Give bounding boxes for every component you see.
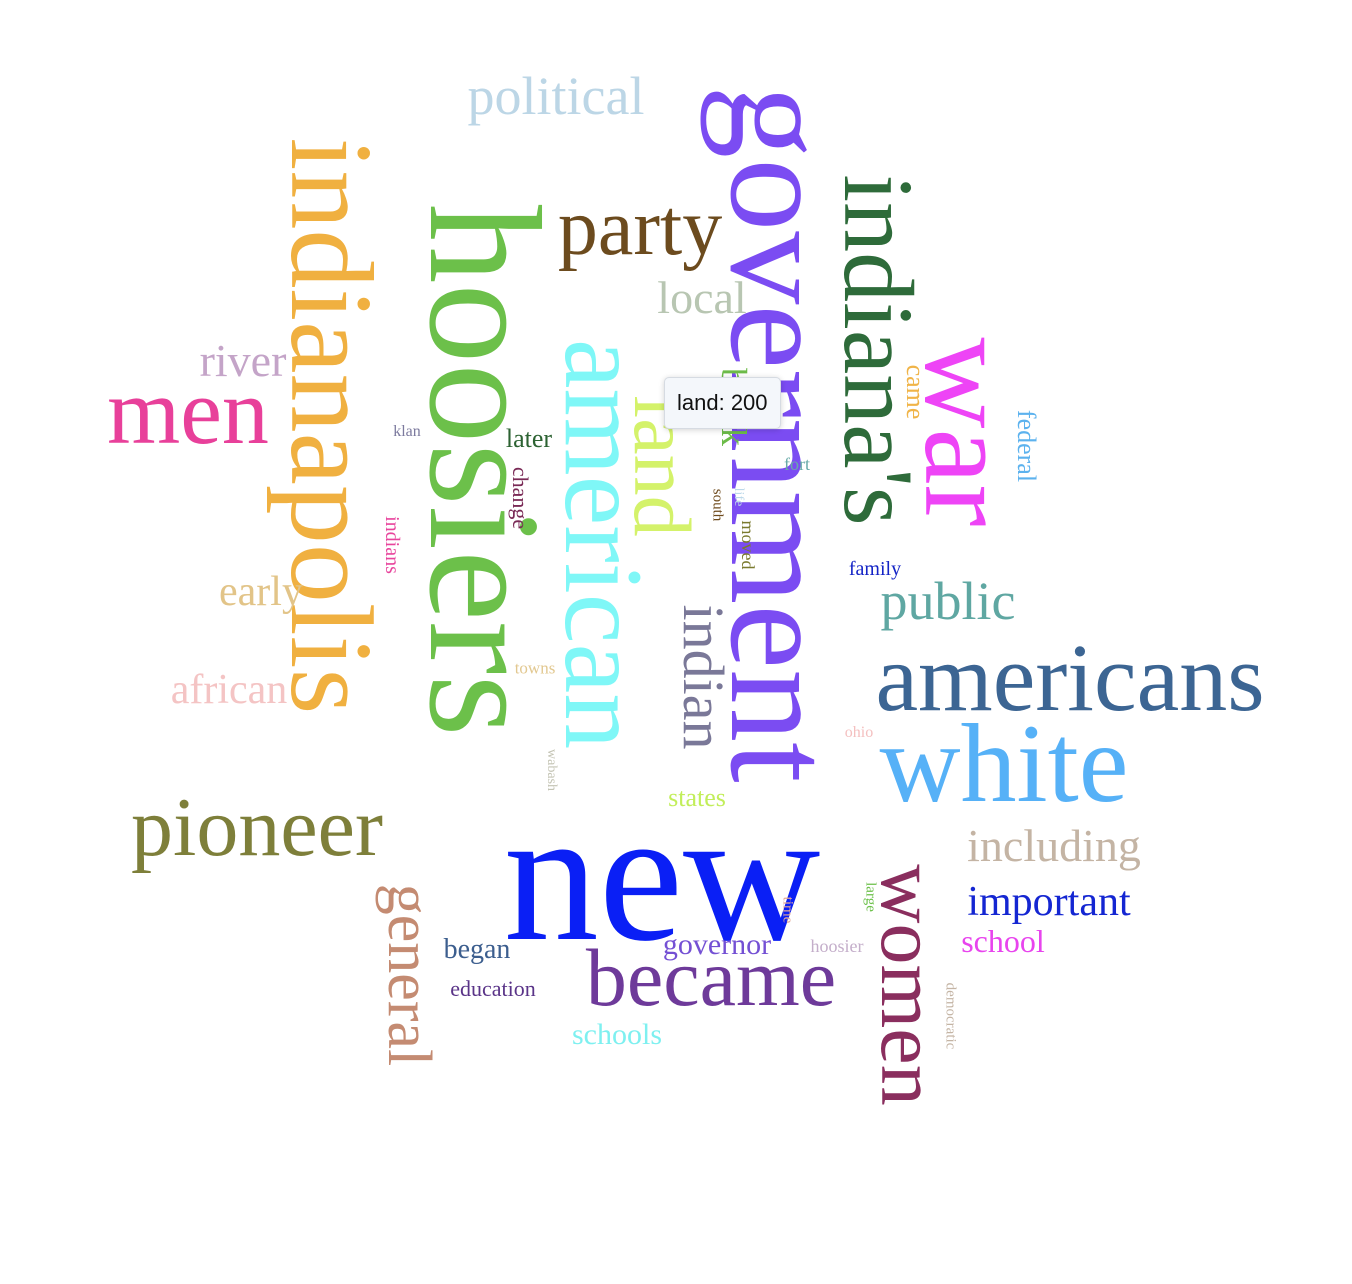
word-political[interactable]: political xyxy=(467,66,645,126)
word-general[interactable]: general xyxy=(375,883,443,1067)
word-party[interactable]: party xyxy=(557,184,723,272)
word-indian[interactable]: indian xyxy=(671,604,736,750)
word-ohio[interactable]: ohio xyxy=(844,724,874,741)
word-indianas[interactable]: indiana's xyxy=(823,174,934,526)
word-became[interactable]: became xyxy=(585,932,837,1023)
word-states[interactable]: states xyxy=(668,783,726,812)
word-important[interactable]: important xyxy=(967,879,1131,925)
word-life[interactable]: life xyxy=(731,487,746,507)
word-tooltip: land: 200 xyxy=(664,377,781,429)
word-time[interactable]: time xyxy=(779,896,796,924)
word-public[interactable]: public xyxy=(880,571,1016,631)
word-wabash[interactable]: wabash xyxy=(544,749,559,791)
word-later[interactable]: later xyxy=(505,424,553,453)
word-hoosier[interactable]: hoosier xyxy=(810,936,864,956)
word-began[interactable]: began xyxy=(443,934,511,965)
word-early[interactable]: early xyxy=(219,569,303,615)
word-klan[interactable]: klan xyxy=(393,423,421,440)
word-schools[interactable]: schools xyxy=(572,1018,662,1051)
word-women[interactable]: women xyxy=(864,864,955,1106)
word-school[interactable]: school xyxy=(961,923,1045,959)
word-large[interactable]: large xyxy=(862,882,879,912)
word-americans[interactable]: americans xyxy=(875,624,1265,731)
word-federal[interactable]: federal xyxy=(1012,409,1041,483)
word-including[interactable]: including xyxy=(967,820,1141,871)
word-south[interactable]: south xyxy=(709,488,726,522)
word-indians[interactable]: indians xyxy=(381,516,403,574)
word-indianapolis[interactable]: indianapolis xyxy=(266,137,397,715)
word-governor[interactable]: governor xyxy=(662,928,772,961)
word-pioneer[interactable]: pioneer xyxy=(131,781,383,874)
word-african[interactable]: african xyxy=(170,667,288,713)
word-change[interactable]: change xyxy=(508,466,533,530)
word-new[interactable]: new xyxy=(503,771,821,981)
word-white[interactable]: white xyxy=(879,702,1129,826)
word-moved[interactable]: moved xyxy=(738,520,758,570)
word-men[interactable]: men xyxy=(107,360,269,464)
word-democratic[interactable]: democratic xyxy=(942,982,959,1050)
word-local[interactable]: local xyxy=(657,272,747,323)
word-towns[interactable]: towns xyxy=(514,658,556,678)
word-family[interactable]: family xyxy=(848,558,902,580)
word-came[interactable]: came xyxy=(901,364,930,420)
word-fort[interactable]: fort xyxy=(784,454,810,474)
word-education[interactable]: education xyxy=(450,976,536,1001)
word-river[interactable]: river xyxy=(199,335,287,386)
